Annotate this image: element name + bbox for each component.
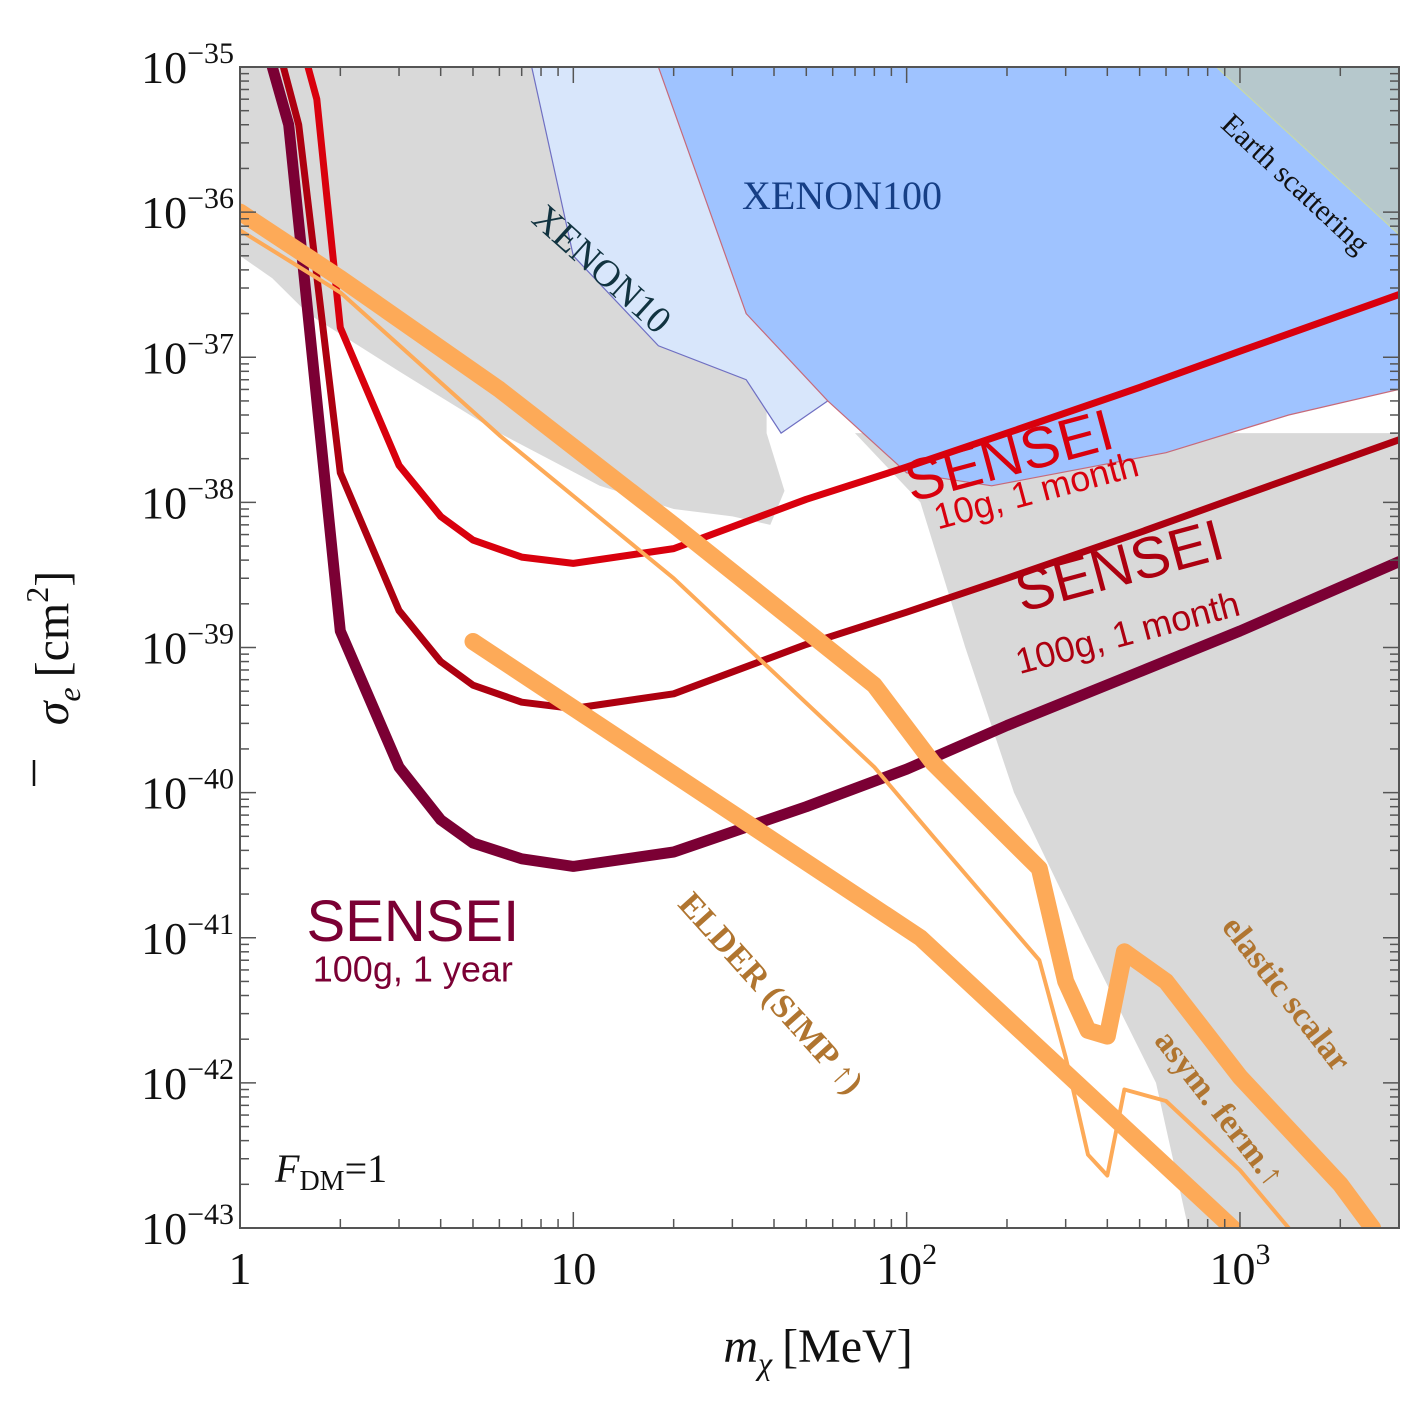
x-axis-title: mχ [MeV]	[723, 1320, 912, 1381]
y-tick-label: 10−37	[141, 327, 234, 383]
axis-ticks	[239, 66, 1400, 1229]
label-elder: ELDER (SIMP ↑)	[671, 886, 870, 1102]
region-earth-scattering	[1215, 67, 1399, 236]
excluded-regions	[240, 67, 1399, 1228]
y-tick-label: 10−40	[141, 763, 234, 819]
y-tick-label: 10−42	[141, 1053, 234, 1109]
y-axis-title: σe[cm2]	[19, 571, 87, 786]
region-xenon100	[657, 67, 1399, 487]
fdm-label: FDM=1	[274, 1146, 387, 1197]
label-sensei-1yr-sub: 100g, 1 year	[313, 948, 513, 989]
x-tick-label: 102	[876, 1238, 937, 1294]
y-tick-label: 10−41	[141, 908, 234, 964]
y-tick-label: 10−39	[141, 618, 234, 674]
x-tick-label: 103	[1209, 1238, 1270, 1294]
curve-elastic-scalar	[240, 203, 1382, 1228]
y-tick-label: 10−38	[141, 472, 234, 528]
region-gray-right	[855, 433, 1399, 1228]
x-tick-label: 1	[229, 1243, 252, 1294]
curves	[240, 67, 1399, 1228]
curve-elder	[464, 633, 1241, 1228]
y-tick-label: 10−36	[141, 182, 234, 238]
y-tick-label: 10−35	[141, 37, 234, 93]
svg-text:σe[cm2]: σe[cm2]	[19, 571, 87, 725]
y-tick-label: 10−43	[141, 1198, 234, 1254]
label-xenon100: XENON100	[742, 173, 942, 218]
label-sensei-1yr-title: SENSEI	[306, 889, 519, 954]
x-tick-label: 10	[550, 1243, 596, 1294]
tick-labels: 1 10 102 103 10−35 10−36 10−37 10−38 10−39 10−40 1…	[141, 37, 1270, 1294]
curve-sensei-100g-1year	[266, 67, 1399, 872]
curve-asym-ferm	[240, 228, 1291, 1228]
curve-sensei-10g-1month	[304, 67, 1399, 567]
